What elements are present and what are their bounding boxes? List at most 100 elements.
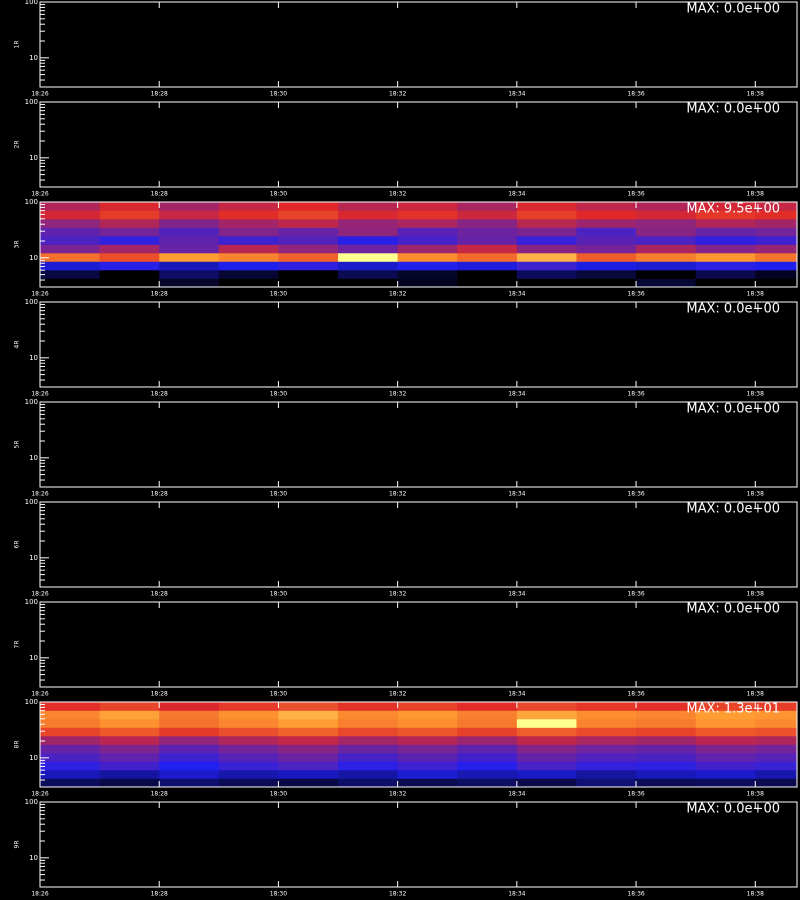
heatmap-cell (636, 227, 696, 237)
heatmap-cell (99, 261, 160, 271)
heatmap-cell (755, 752, 798, 762)
x-tick-label: 18:26 (31, 91, 48, 98)
heatmap-cell (695, 278, 756, 288)
heatmap-cell (99, 235, 160, 245)
heatmap-cell (159, 702, 220, 711)
heatmap-cell (397, 210, 458, 220)
heatmap-cell (516, 244, 577, 254)
heatmap-cell (40, 252, 100, 262)
heatmap-cell (755, 235, 798, 245)
heatmap-cell (338, 769, 398, 779)
heatmap-cell (755, 269, 798, 279)
y-axis-label: 3R (14, 241, 21, 249)
heatmap-cell (278, 735, 339, 745)
heatmap-cell (159, 761, 220, 771)
heatmap-cell (576, 244, 637, 254)
heatmap-cell (99, 710, 160, 720)
heatmap-cell (338, 202, 398, 211)
heatmap-cell (755, 261, 798, 271)
y-axis-label: 5R (14, 441, 21, 449)
heatmap-cell (695, 202, 756, 211)
heatmap-cell (40, 752, 100, 762)
heatmap-cell (159, 718, 220, 728)
x-tick-label: 18:36 (627, 491, 644, 498)
y-axis-label: 6R (14, 541, 21, 549)
max-annotation: MAX: 0.0e+00 (686, 802, 780, 817)
heatmap-cell (397, 261, 458, 271)
heatmap-cell (755, 710, 798, 720)
x-tick-label: 18:30 (270, 591, 287, 598)
heatmap-cell (40, 744, 100, 754)
heatmap-cell (457, 769, 518, 779)
heatmap-cell (636, 244, 696, 254)
heatmap-cell (636, 761, 696, 771)
x-tick-label: 18:26 (31, 791, 48, 798)
heatmap-cell (159, 769, 220, 779)
x-tick-label: 18:36 (627, 391, 644, 398)
heatmap-cell (99, 702, 160, 711)
heatmap-cell (695, 778, 756, 788)
y-tick-label: 100 (25, 598, 38, 606)
heatmap-cell (338, 744, 398, 754)
heatmap-cell (457, 752, 518, 762)
heatmap-cell (218, 278, 279, 288)
heatmap-cell (218, 252, 279, 262)
heatmap-cell (338, 269, 398, 279)
heatmap-cell (695, 752, 756, 762)
heatmap-cell (40, 218, 100, 228)
x-tick-label: 18:36 (627, 191, 644, 198)
heatmap-cell (576, 278, 637, 288)
heatmap-cell (99, 761, 160, 771)
heatmap-cell (218, 227, 279, 237)
x-tick-label: 18:34 (508, 91, 525, 98)
heatmap-cell (457, 202, 518, 211)
heatmap-cell (218, 269, 279, 279)
x-tick-label: 18:38 (747, 491, 764, 498)
heatmap-cell (99, 752, 160, 762)
x-tick-label: 18:38 (747, 691, 764, 698)
heatmap-cell (457, 244, 518, 254)
x-tick-label: 18:30 (270, 291, 287, 298)
x-tick-label: 18:38 (747, 891, 764, 898)
y-tick-label: 100 (25, 498, 38, 506)
heatmap-cell (755, 744, 798, 754)
heatmap-cell (397, 710, 458, 720)
heatmap-cell (278, 202, 339, 211)
x-tick-label: 18:32 (389, 891, 406, 898)
heatmap-cell (218, 218, 279, 228)
heatmap-cell (40, 710, 100, 720)
panel: 18:26 18:28 18:30 18:32 18:34 18:36 18:38 10 100… (14, 498, 798, 598)
heatmap-cell (397, 735, 458, 745)
heatmap-cell (457, 269, 518, 279)
heatmap-cell (636, 218, 696, 228)
heatmap-cell (278, 210, 339, 220)
heatmap-cell (397, 252, 458, 262)
max-annotation: MAX: 0.0e+00 (686, 502, 780, 517)
plot-frame (39, 801, 798, 888)
max-annotation: MAX: 0.0e+00 (686, 2, 780, 17)
y-tick-label: 10 (29, 54, 38, 62)
heatmap-cell (99, 278, 160, 288)
heatmap-cell (576, 761, 637, 771)
heatmap-cell (338, 210, 398, 220)
heatmap-cell (159, 710, 220, 720)
panel: 18:26 18:28 18:30 18:32 18:34 18:36 18:38 10 100… (14, 298, 798, 398)
heatmap-cell (516, 218, 577, 228)
heatmap-cell (576, 735, 637, 745)
heatmap-cell (338, 718, 398, 728)
x-tick-label: 18:32 (389, 491, 406, 498)
heatmap-cell (99, 244, 160, 254)
heatmap-cell (338, 218, 398, 228)
heatmap-cell (397, 202, 458, 211)
plot-frame (39, 101, 798, 188)
heatmap-cell (338, 710, 398, 720)
heatmap-cell (99, 769, 160, 779)
x-tick-label: 18:34 (508, 591, 525, 598)
heatmap-cell (397, 761, 458, 771)
heatmap-cell (516, 778, 577, 788)
panel: 18:26 18:28 18:30 18:32 18:34 18:36 18:38 10 100… (14, 698, 798, 798)
heatmap-cell (576, 269, 637, 279)
heatmap-cell (755, 218, 798, 228)
x-tick-label: 18:26 (31, 591, 48, 598)
heatmap-cell (99, 227, 160, 237)
